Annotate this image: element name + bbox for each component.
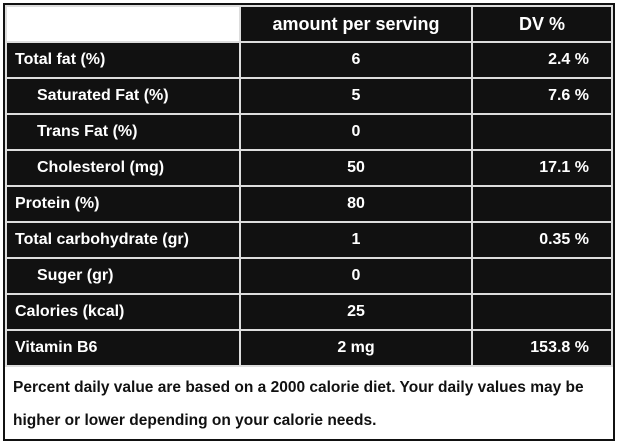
row-label: Calories (kcal)	[5, 293, 241, 331]
row-label: Trans Fat (%)	[5, 113, 241, 151]
nutrition-table: amount per serving DV % Total fat (%) 6 2.…	[5, 5, 613, 367]
row-value: 0	[239, 257, 473, 295]
table-row: Total fat (%) 6 2.4 %	[5, 41, 613, 79]
row-value: 153.8 %	[471, 329, 613, 367]
row-value: 17.1 %	[471, 149, 613, 187]
table-body: Total fat (%) 6 2.4 % Saturated Fat (%) 5 7.6…	[5, 41, 613, 367]
header-cell: amount per serving	[239, 5, 473, 43]
table-row: Calories (kcal) 25	[5, 293, 613, 331]
row-value	[471, 293, 613, 331]
row-value: 2.4 %	[471, 41, 613, 79]
table-row: Vitamin B6 2 mg 153.8 %	[5, 329, 613, 367]
table-row: Trans Fat (%) 0	[5, 113, 613, 151]
row-value: 6	[239, 41, 473, 79]
table-row: Suger (gr) 0	[5, 257, 613, 295]
row-value	[471, 113, 613, 151]
row-label: Suger (gr)	[5, 257, 241, 295]
table-row: Saturated Fat (%) 5 7.6 %	[5, 77, 613, 115]
header-row: amount per serving DV %	[5, 5, 613, 43]
footnote: Percent daily value are based on a 2000 …	[13, 379, 584, 429]
row-value	[471, 257, 613, 295]
nutrition-panel: amount per serving DV % Total fat (%) 6 2.…	[3, 3, 615, 441]
row-label: Total carbohydrate (gr)	[5, 221, 241, 259]
corner-cell	[5, 5, 241, 43]
row-label: Cholesterol (mg)	[5, 149, 241, 187]
row-value: 7.6 %	[471, 77, 613, 115]
row-value: 2 mg	[239, 329, 473, 367]
row-label: Saturated Fat (%)	[5, 77, 241, 115]
row-value: 80	[239, 185, 473, 223]
row-label: Protein (%)	[5, 185, 241, 223]
row-value: 25	[239, 293, 473, 331]
table-row: Total carbohydrate (gr) 1 0.35 %	[5, 221, 613, 259]
row-value: 0.35 %	[471, 221, 613, 259]
table-row: Cholesterol (mg) 50 17.1 %	[5, 149, 613, 187]
row-label: Vitamin B6	[5, 329, 241, 367]
row-value	[471, 185, 613, 223]
row-value: 1	[239, 221, 473, 259]
row-value: 5	[239, 77, 473, 115]
row-value: 0	[239, 113, 473, 151]
header-cell: DV %	[471, 5, 613, 43]
table-row: Protein (%) 80	[5, 185, 613, 223]
row-label: Total fat (%)	[5, 41, 241, 79]
row-value: 50	[239, 149, 473, 187]
